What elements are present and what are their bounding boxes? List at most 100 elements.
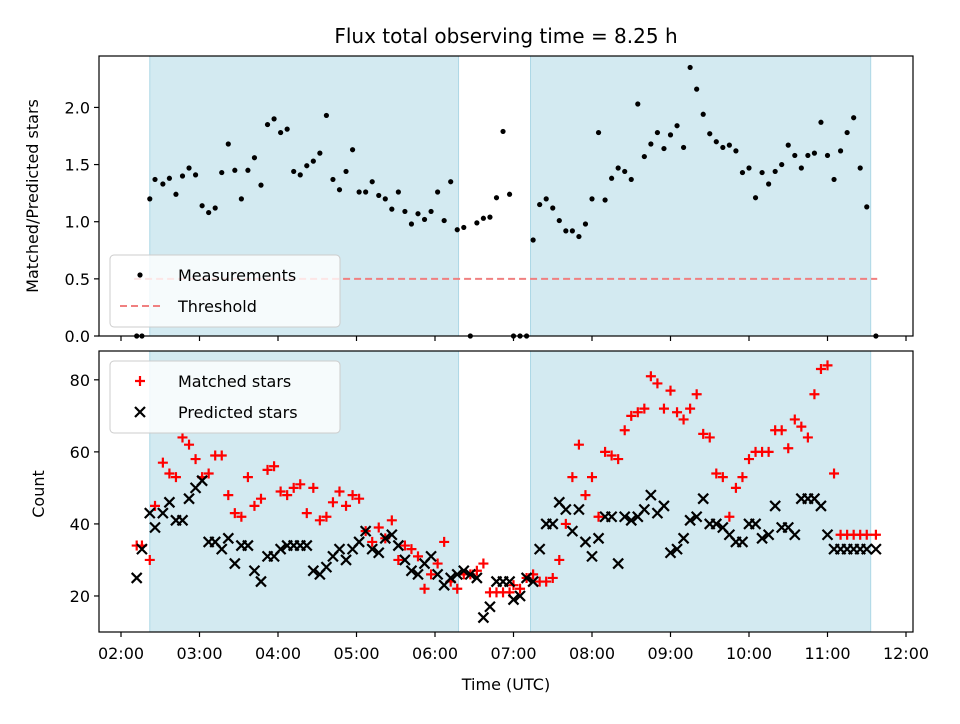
data-point	[163, 496, 176, 509]
data-point	[274, 543, 287, 555]
data-point	[393, 554, 404, 565]
data-point	[645, 371, 656, 382]
data-point	[720, 144, 726, 151]
data-point	[615, 165, 621, 171]
data-point	[255, 575, 267, 588]
data-point	[406, 544, 417, 555]
data-point	[831, 176, 837, 183]
data-point	[395, 189, 401, 195]
data-point	[152, 176, 158, 183]
data-point	[600, 446, 611, 457]
y-tick-label: 80	[70, 371, 90, 390]
data-point	[367, 536, 378, 547]
data-point	[327, 497, 338, 508]
data-point	[251, 155, 258, 161]
data-point	[484, 601, 496, 613]
data-point	[648, 141, 654, 147]
data-point	[215, 543, 228, 555]
legend-marker	[134, 406, 146, 418]
data-point	[164, 468, 175, 479]
data-point	[242, 539, 254, 552]
data-point	[658, 500, 670, 512]
data-point	[589, 196, 595, 202]
data-point	[593, 511, 604, 522]
data-point	[347, 490, 358, 501]
data-point	[425, 550, 437, 563]
data-point	[860, 543, 873, 555]
data-point	[805, 152, 811, 159]
chart-title: Flux total observing time = 8.25 h	[334, 24, 677, 48]
bottom-y-axis-label: Count	[29, 470, 48, 518]
top-panel: 0.0 0.5 1.0 1.5 2.0 Measurements Threshold	[65, 55, 914, 346]
data-point	[612, 557, 624, 570]
data-point	[255, 493, 266, 504]
data-point	[232, 167, 238, 173]
data-point	[157, 457, 168, 468]
data-point	[566, 525, 579, 537]
data-point	[851, 115, 857, 121]
data-point	[580, 490, 591, 501]
data-point	[412, 551, 423, 562]
data-point	[638, 503, 651, 516]
data-point	[474, 220, 480, 226]
data-point	[697, 492, 709, 505]
data-point	[556, 217, 562, 224]
data-point	[269, 461, 280, 472]
data-point	[870, 543, 882, 555]
data-point	[282, 490, 293, 501]
data-point	[537, 201, 543, 208]
data-point	[560, 518, 571, 529]
x-tick-label: 05:00	[333, 644, 379, 663]
x-tick-label: 08:00	[569, 644, 615, 663]
legend-label: Measurements	[178, 266, 296, 285]
data-point	[821, 528, 834, 541]
data-point	[144, 507, 156, 519]
data-point	[386, 528, 398, 541]
data-point	[428, 208, 434, 215]
data-point	[567, 472, 578, 483]
data-point	[321, 511, 332, 522]
data-point	[779, 161, 785, 168]
data-point	[196, 474, 208, 487]
data-point	[477, 611, 490, 624]
data-point	[680, 144, 687, 151]
data-point	[359, 525, 372, 537]
legend-label: Threshold	[177, 297, 257, 316]
data-point	[379, 532, 392, 545]
data-point	[783, 443, 794, 454]
data-point	[222, 532, 235, 545]
data-point	[389, 206, 395, 212]
y-tick-label: 1.5	[65, 156, 90, 175]
data-point	[776, 425, 787, 436]
data-point	[639, 403, 650, 414]
data-point	[752, 195, 759, 201]
y-tick-label: 60	[70, 443, 90, 462]
data-point	[857, 165, 863, 171]
x-tick-label: 04:00	[255, 644, 301, 663]
data-point	[685, 403, 696, 414]
data-point	[772, 168, 778, 175]
data-point	[301, 508, 312, 519]
data-point	[792, 152, 798, 159]
data-point	[307, 564, 320, 577]
data-point	[363, 189, 369, 195]
y-tick-label: 1.0	[65, 213, 90, 232]
data-point	[713, 139, 719, 145]
data-point	[837, 148, 844, 154]
data-point	[762, 528, 775, 541]
data-point	[579, 536, 592, 548]
data-point	[340, 554, 352, 566]
data-point	[645, 489, 657, 501]
data-point	[674, 123, 680, 129]
data-point	[739, 169, 746, 176]
data-point	[426, 569, 437, 580]
data-point	[349, 147, 356, 153]
data-point	[314, 515, 325, 526]
data-point	[258, 182, 264, 188]
data-point	[295, 479, 306, 490]
data-point	[177, 432, 188, 443]
data-point	[626, 410, 637, 421]
data-point	[461, 224, 467, 231]
data-point	[402, 208, 408, 215]
